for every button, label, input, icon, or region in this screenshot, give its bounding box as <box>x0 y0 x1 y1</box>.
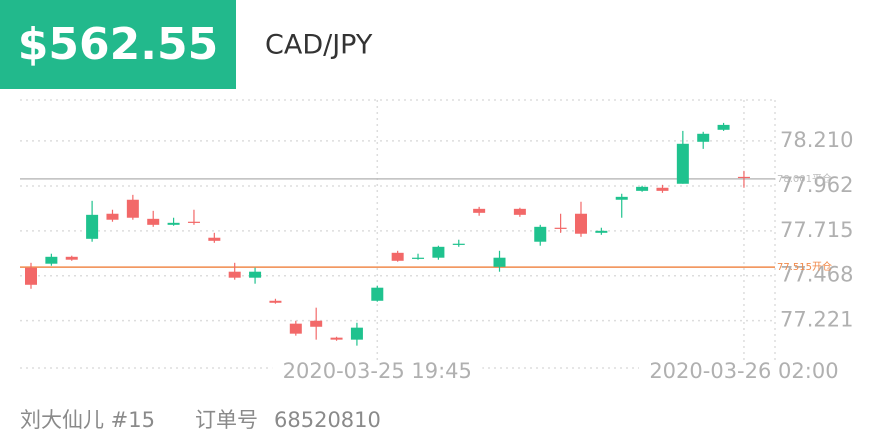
candle-body <box>574 213 587 234</box>
x-label-bg <box>272 360 483 384</box>
candle-body <box>187 221 200 223</box>
order-label: 订单号 <box>195 408 258 432</box>
candle-body <box>289 323 302 334</box>
candle-body <box>310 320 323 327</box>
candle-body <box>208 237 221 241</box>
y-tick-label: 77.715 <box>780 218 853 242</box>
candle-body <box>106 213 119 220</box>
price-badge <box>0 0 236 89</box>
candle-body <box>391 252 404 261</box>
y-tick-label: 77.962 <box>780 173 853 197</box>
candle-body <box>656 187 669 191</box>
candle-body <box>25 267 37 285</box>
x-tick-label: 2020-03-25 19:45 <box>283 359 472 383</box>
y-tick-label: 78.210 <box>780 128 853 152</box>
candle-body <box>147 218 160 225</box>
candle-body <box>636 186 649 191</box>
position-line-label: 77.515开仓 <box>777 260 832 273</box>
symbol: CAD/JPY <box>265 30 373 61</box>
x-tick-label: 2020-03-26 02:00 <box>649 359 838 383</box>
candle-body <box>513 208 526 215</box>
candle-body <box>737 176 750 179</box>
y-tick-label: 77.468 <box>780 263 853 287</box>
y-tick-label: 77.221 <box>780 308 853 332</box>
candle-body <box>350 327 363 340</box>
candle-body <box>269 300 282 303</box>
candle-body <box>249 271 262 278</box>
position-line-label: 78.001平仓 <box>777 172 832 185</box>
candle-body <box>717 124 730 130</box>
candle-body <box>330 337 343 340</box>
candle-body <box>228 271 241 278</box>
candle-body <box>473 208 486 213</box>
candle-body <box>493 257 506 267</box>
x-label-bg <box>638 360 849 384</box>
candle-body <box>615 196 628 200</box>
price: $562.55 <box>18 19 218 70</box>
candle-body <box>45 256 58 264</box>
candle-body <box>595 230 608 233</box>
candle-body <box>554 227 567 229</box>
candle-body <box>676 143 689 184</box>
candle-body <box>371 287 384 301</box>
candle-body <box>126 199 139 218</box>
candle-body <box>452 243 465 245</box>
candle-body <box>86 214 99 239</box>
candle-body <box>167 222 180 225</box>
candle-body <box>534 226 547 242</box>
candle-body <box>412 257 425 259</box>
candle-body <box>697 133 710 142</box>
candle-body <box>65 256 78 260</box>
order-id: 68520810 <box>274 408 381 432</box>
candle-body <box>432 246 445 258</box>
account-name: 刘大仙儿 #15 <box>20 408 155 432</box>
